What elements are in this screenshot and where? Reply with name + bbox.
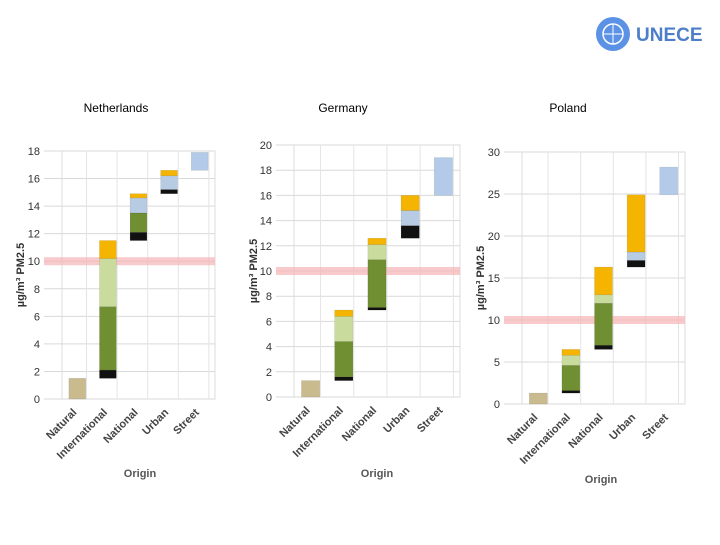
y-tick-label: 30 — [488, 147, 500, 159]
y-tick-label: 20 — [488, 231, 500, 243]
y-tick-label: 0 — [494, 399, 500, 411]
bar-segment — [367, 237, 387, 245]
y-tick-label: 8 — [34, 284, 40, 296]
x-tick-label: Street — [640, 411, 671, 442]
bar-segment — [334, 376, 354, 381]
bar-segment — [561, 349, 581, 356]
y-axis-label: µg/m³ PM2.5 — [475, 246, 487, 310]
bar-segment — [367, 244, 387, 260]
bar-segment — [99, 240, 117, 259]
bar-segment — [561, 390, 581, 394]
bar-segment — [659, 166, 678, 196]
bar-segment — [160, 189, 178, 194]
x-tick-label: National — [566, 412, 605, 451]
y-tick-label: 20 — [260, 140, 272, 152]
y-tick-label: 12 — [260, 241, 272, 253]
y-tick-label: 15 — [488, 273, 500, 285]
y-tick-label: 10 — [260, 266, 272, 278]
y-tick-label: 0 — [34, 394, 40, 406]
bar-segment — [99, 369, 117, 379]
bar-segment — [334, 316, 354, 342]
bar-segment — [594, 344, 613, 350]
bar-segment — [561, 365, 581, 391]
x-axis-label: Origin — [124, 468, 157, 480]
chart: Poland051015202530NaturalInternationalNa… — [475, 101, 686, 486]
y-tick-label: 0 — [266, 392, 272, 404]
x-tick-label: National — [340, 405, 379, 444]
bar-segment — [400, 210, 420, 226]
chart-title: Poland — [549, 101, 586, 115]
bar-segment — [129, 193, 148, 199]
y-tick-label: 5 — [494, 357, 500, 369]
x-tick-label: Street — [415, 404, 446, 435]
bar-segment — [626, 260, 646, 268]
bar-segment — [68, 378, 86, 400]
bar-segment — [99, 258, 117, 307]
y-tick-label: 12 — [28, 229, 40, 241]
y-tick-label: 6 — [34, 311, 40, 323]
bar-segment — [99, 306, 117, 371]
bar-segment — [160, 170, 178, 177]
bar-segment — [367, 307, 387, 311]
y-tick-label: 18 — [28, 146, 40, 158]
limit-band — [44, 257, 215, 266]
bar-segment — [334, 309, 354, 317]
y-tick-label: 18 — [260, 165, 272, 177]
bar-segment — [129, 212, 148, 233]
bar-segment — [129, 197, 148, 214]
bar-segment — [594, 266, 613, 296]
y-tick-label: 10 — [488, 315, 500, 327]
bar-segment — [594, 294, 613, 304]
y-axis-label: µg/m³ PM2.5 — [15, 243, 27, 307]
bar-segment — [626, 194, 646, 253]
bar-segment — [301, 380, 320, 398]
chart-title: Netherlands — [84, 101, 149, 115]
y-tick-label: 2 — [266, 367, 272, 379]
bar-segment — [529, 392, 548, 405]
x-axis-label: Origin — [585, 474, 618, 486]
x-tick-label: Urban — [381, 404, 412, 435]
chart-title: Germany — [318, 101, 367, 115]
bar-segment — [561, 355, 581, 366]
y-axis-label: µg/m³ PM2.5 — [248, 239, 260, 303]
x-axis-label: Origin — [361, 468, 394, 480]
plot-wall — [61, 150, 216, 400]
x-tick-label: Street — [171, 406, 202, 437]
chart: Netherlands024681012141618NaturalInterna… — [15, 101, 216, 480]
bar-segment — [367, 259, 387, 308]
y-tick-label: 4 — [266, 342, 272, 354]
limit-band — [504, 316, 685, 324]
y-tick-label: 14 — [260, 216, 272, 228]
x-tick-label: Urban — [140, 406, 171, 437]
bar-segment — [129, 232, 148, 241]
y-tick-label: 16 — [28, 174, 40, 186]
y-tick-label: 8 — [266, 291, 272, 303]
y-tick-label: 10 — [28, 256, 40, 268]
bar-segment — [594, 302, 613, 346]
bar-segment — [334, 341, 354, 378]
bar-segment — [400, 225, 420, 239]
bar-segment — [191, 152, 209, 171]
bar-segment — [160, 175, 178, 190]
bar-segment — [400, 195, 420, 211]
logo-text: UNECE — [636, 25, 703, 46]
y-tick-label: 16 — [260, 190, 272, 202]
bar-segment — [626, 251, 646, 261]
y-tick-label: 25 — [488, 189, 500, 201]
y-tick-label: 6 — [266, 316, 272, 328]
y-tick-label: 14 — [28, 201, 40, 213]
bar-segment — [434, 157, 453, 196]
y-tick-label: 2 — [34, 366, 40, 378]
chart: Germany02468101214161820NaturalInternati… — [248, 101, 461, 480]
x-tick-label: Urban — [607, 411, 638, 442]
logo: UNECE — [596, 17, 703, 51]
y-tick-label: 4 — [34, 339, 40, 351]
